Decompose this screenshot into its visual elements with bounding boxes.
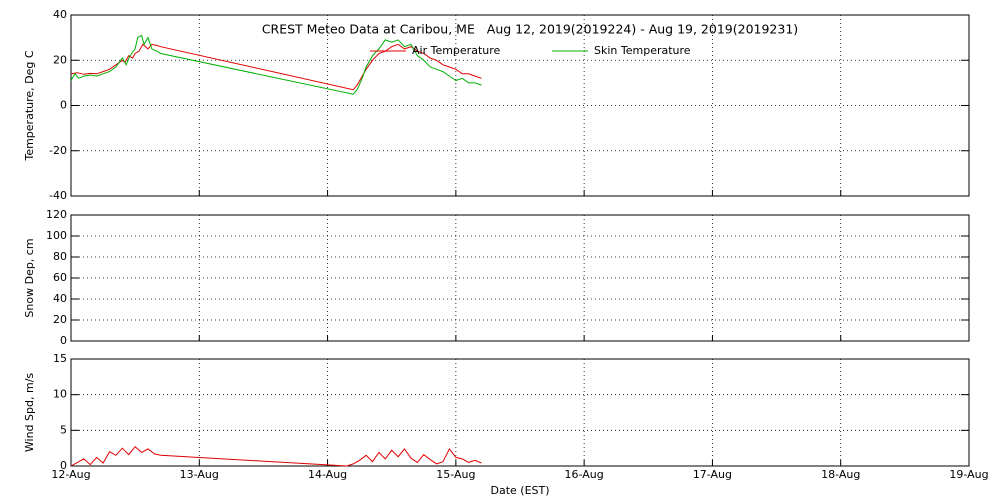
x-tick-label: 18-Aug (821, 468, 860, 481)
y-tick-label: 5 (60, 423, 67, 436)
data-line (70, 43, 482, 91)
plot-frame (70, 358, 970, 467)
x-tick-label: 15-Aug (436, 468, 475, 481)
y-tick-label: 40 (53, 8, 67, 21)
chart-title: CREST Meteo Data at Caribou, ME Aug 12, … (262, 22, 798, 37)
x-tick-label: 16-Aug (565, 468, 604, 481)
y-tick-label: 0 (60, 459, 67, 472)
x-tick-label: 14-Aug (308, 468, 347, 481)
y-tick-label: -40 (49, 189, 67, 202)
x-tick-label: 19-Aug (949, 468, 988, 481)
x-tick-label: 17-Aug (693, 468, 732, 481)
x-tick-label: 13-Aug (180, 468, 219, 481)
y-tick-label: 0 (60, 334, 67, 347)
y-axis-label: Temperature, Deg C (23, 50, 36, 161)
y-axis-label: Snow Dep, cm (23, 238, 36, 317)
x-axis-label: Date (EST) (490, 484, 549, 497)
plot-frame (70, 214, 970, 342)
data-line (70, 445, 482, 467)
y-tick-label: 60 (53, 271, 67, 284)
y-tick-label: 20 (53, 53, 67, 66)
legend-label: Skin Temperature (594, 44, 691, 57)
y-axis-label: Wind Spd, m/s (23, 373, 36, 453)
y-tick-label: 20 (53, 313, 67, 326)
data-line (70, 34, 482, 95)
y-tick-label: -20 (49, 144, 67, 157)
y-tick-label: 100 (46, 229, 67, 242)
y-tick-label: 80 (53, 250, 67, 263)
y-tick-label: 0 (60, 99, 67, 112)
y-tick-label: 15 (53, 352, 67, 365)
y-tick-label: 120 (46, 208, 67, 221)
x-tick-label: 12-Aug (51, 468, 90, 481)
legend-label: Air Temperature (412, 44, 501, 57)
y-tick-label: 10 (53, 388, 67, 401)
plot-frame (70, 14, 970, 197)
y-tick-label: 40 (53, 292, 67, 305)
